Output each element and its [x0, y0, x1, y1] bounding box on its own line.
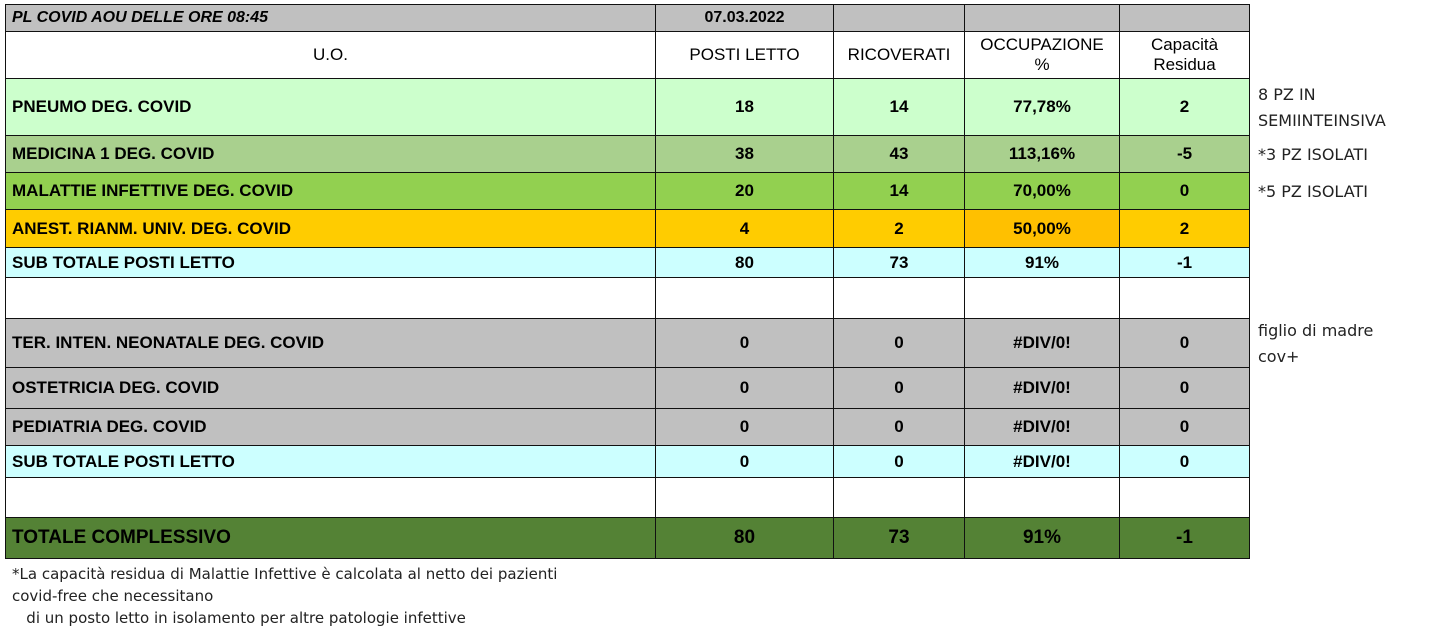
cell-occupazione: 113,16% — [964, 135, 1120, 173]
cell-ricoverati: 14 — [833, 172, 965, 210]
col-occupazione: OCCUPAZIONE% — [964, 31, 1120, 79]
row-note: *3 PZ ISOLATI — [1258, 144, 1368, 164]
cell-name: MEDICINA 1 DEG. COVID — [5, 135, 656, 173]
cell-occupazione: #DIV/0! — [964, 318, 1120, 368]
cell-name: MALATTIE INFETTIVE DEG. COVID — [5, 172, 656, 210]
cell-occupazione: 91% — [964, 247, 1120, 278]
empty-cell — [1119, 277, 1250, 319]
empty-cell — [833, 477, 965, 518]
empty-cell — [964, 4, 1120, 32]
cell-occupazione: 50,00% — [964, 209, 1120, 248]
empty-cell — [5, 277, 656, 319]
table-row: TER. INTEN. NEONATALE DEG. COVID 0 0 #DIV/0… — [5, 318, 1250, 368]
empty-cell — [833, 4, 965, 32]
cell-capacita: -1 — [1119, 247, 1250, 278]
cell-ricoverati: 0 — [833, 367, 965, 409]
report-date: 07.03.2022 — [655, 4, 834, 32]
cell-ricoverati: 0 — [833, 318, 965, 368]
cell-posti: 0 — [655, 367, 834, 409]
cell-name: PNEUMO DEG. COVID — [5, 78, 656, 136]
table-row: TOTALE COMPLESSIVO 80 73 91% -1 — [5, 517, 1250, 559]
table-row: MEDICINA 1 DEG. COVID 38 43 113,16% -5 — [5, 135, 1250, 173]
empty-cell — [833, 277, 965, 319]
cell-capacita: 0 — [1119, 408, 1250, 446]
cell-capacita: 2 — [1119, 78, 1250, 136]
footnote-line: di un posto letto in isolamento per altr… — [12, 609, 466, 627]
cell-occupazione: #DIV/0! — [964, 367, 1120, 409]
col-capacita: Capacità Residua — [1119, 31, 1250, 79]
cell-occupazione: 70,00% — [964, 172, 1120, 210]
covid-beds-table: PL COVID AOU DELLE ORE 08:45 07.03.2022 … — [5, 4, 1250, 559]
empty-cell — [655, 277, 834, 319]
footnote: *La capacità residua di Malattie Infetti… — [12, 563, 557, 629]
row-note: *5 PZ ISOLATI — [1258, 181, 1368, 201]
cell-ricoverati: 73 — [833, 517, 965, 559]
cell-name: ANEST. RIANM. UNIV. DEG. COVID — [5, 209, 656, 248]
empty-cell — [5, 477, 656, 518]
table-row: PNEUMO DEG. COVID 18 14 77,78% 2 — [5, 78, 1250, 136]
cell-capacita: 0 — [1119, 318, 1250, 368]
cell-posti: 38 — [655, 135, 834, 173]
cell-name: OSTETRICIA DEG. COVID — [5, 367, 656, 409]
cell-occupazione: 91% — [964, 517, 1120, 559]
cell-ricoverati: 2 — [833, 209, 965, 248]
col-posti-letto: POSTI LETTO — [655, 31, 834, 79]
table-row: OSTETRICIA DEG. COVID 0 0 #DIV/0! 0 — [5, 367, 1250, 409]
row-note: figlio di madre cov+ — [1258, 320, 1374, 366]
cell-name: PEDIATRIA DEG. COVID — [5, 408, 656, 446]
footnote-line: *La capacità residua di Malattie Infetti… — [12, 565, 558, 583]
table-row: SUB TOTALE POSTI LETTO 0 0 #DIV/0! 0 — [5, 445, 1250, 478]
cell-ricoverati: 0 — [833, 408, 965, 446]
cell-occupazione: #DIV/0! — [964, 408, 1120, 446]
row-note: 8 PZ IN SEMIINTEINSIVA — [1258, 84, 1386, 130]
cell-posti: 80 — [655, 247, 834, 278]
cell-posti: 4 — [655, 209, 834, 248]
report-title: PL COVID AOU DELLE ORE 08:45 — [5, 4, 656, 32]
cell-posti: 0 — [655, 445, 834, 478]
empty-cell — [1119, 477, 1250, 518]
cell-name: TER. INTEN. NEONATALE DEG. COVID — [5, 318, 656, 368]
empty-cell — [655, 477, 834, 518]
cell-capacita: 0 — [1119, 172, 1250, 210]
cell-capacita: -1 — [1119, 517, 1250, 559]
cell-ricoverati: 14 — [833, 78, 965, 136]
footnote-line: covid-free che necessitano — [12, 587, 214, 605]
cell-posti: 20 — [655, 172, 834, 210]
cell-posti: 0 — [655, 318, 834, 368]
cell-capacita: 2 — [1119, 209, 1250, 248]
empty-cell — [964, 277, 1120, 319]
cell-capacita: 0 — [1119, 445, 1250, 478]
cell-name: SUB TOTALE POSTI LETTO — [5, 247, 656, 278]
cell-ricoverati: 0 — [833, 445, 965, 478]
table-row: PEDIATRIA DEG. COVID 0 0 #DIV/0! 0 — [5, 408, 1250, 446]
cell-name: TOTALE COMPLESSIVO — [5, 517, 656, 559]
cell-ricoverati: 43 — [833, 135, 965, 173]
cell-posti: 0 — [655, 408, 834, 446]
cell-posti: 80 — [655, 517, 834, 559]
col-ricoverati: RICOVERATI — [833, 31, 965, 79]
empty-cell — [1119, 4, 1250, 32]
cell-name: SUB TOTALE POSTI LETTO — [5, 445, 656, 478]
cell-ricoverati: 73 — [833, 247, 965, 278]
table-row: SUB TOTALE POSTI LETTO 80 73 91% -1 — [5, 247, 1250, 278]
empty-cell — [964, 477, 1120, 518]
table-row: ANEST. RIANM. UNIV. DEG. COVID 4 2 50,00% 2 — [5, 209, 1250, 248]
col-uo: U.O. — [5, 31, 656, 79]
cell-occupazione: 77,78% — [964, 78, 1120, 136]
cell-capacita: 0 — [1119, 367, 1250, 409]
cell-occupazione: #DIV/0! — [964, 445, 1120, 478]
cell-posti: 18 — [655, 78, 834, 136]
table-row: MALATTIE INFETTIVE DEG. COVID 20 14 70,00% 0 — [5, 172, 1250, 210]
cell-capacita: -5 — [1119, 135, 1250, 173]
